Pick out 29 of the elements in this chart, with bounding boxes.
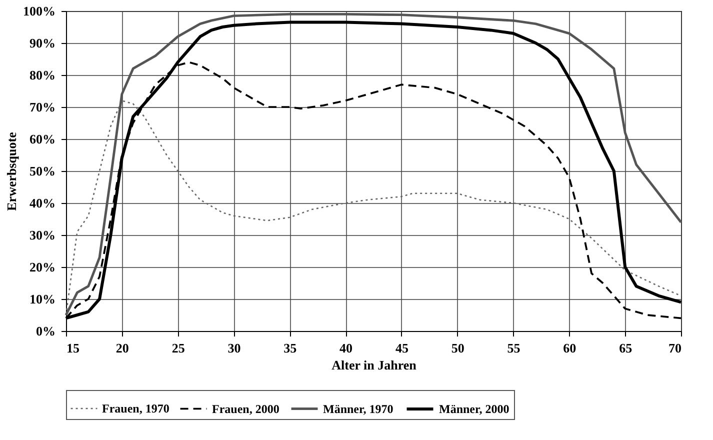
y-tick-label: 40% xyxy=(30,196,56,210)
y-tick-label: 0% xyxy=(36,324,56,338)
x-tick-label: 45 xyxy=(395,340,409,356)
x-tick-label: 30 xyxy=(228,340,241,356)
x-tick-label: 60 xyxy=(563,340,576,356)
y-tick-label: 20% xyxy=(30,260,56,274)
y-tick-label: 50% xyxy=(30,164,56,178)
x-axis-title: Alter in Jahren xyxy=(332,358,418,372)
legend-label: Frauen, 2000 xyxy=(212,402,280,416)
x-tick-label: 50 xyxy=(451,340,464,356)
x-tick-label: 55 xyxy=(507,340,521,356)
x-tick-label: 35 xyxy=(284,340,298,356)
x-tick-label: 65 xyxy=(619,340,633,356)
y-tick-label: 10% xyxy=(30,292,56,306)
x-tick-label: 70 xyxy=(668,340,682,356)
legend-label: Männer, 2000 xyxy=(439,402,510,416)
y-tick-label: 60% xyxy=(30,132,56,146)
legend-label: Männer, 1970 xyxy=(323,402,394,416)
y-tick-label: 100% xyxy=(23,4,56,18)
y-tick-label: 90% xyxy=(30,36,56,50)
x-tick-label: 25 xyxy=(172,340,186,356)
y-tick-label: 30% xyxy=(30,228,56,242)
y-axis-title: Erwerbsquote xyxy=(4,132,19,211)
legend-label: Frauen, 1970 xyxy=(102,402,170,416)
x-tick-label: 20 xyxy=(116,340,129,356)
y-tick-label: 80% xyxy=(30,68,56,82)
x-tick-label: 15 xyxy=(66,340,80,356)
y-tick-label: 70% xyxy=(30,100,56,114)
x-tick-label: 40 xyxy=(340,340,353,356)
